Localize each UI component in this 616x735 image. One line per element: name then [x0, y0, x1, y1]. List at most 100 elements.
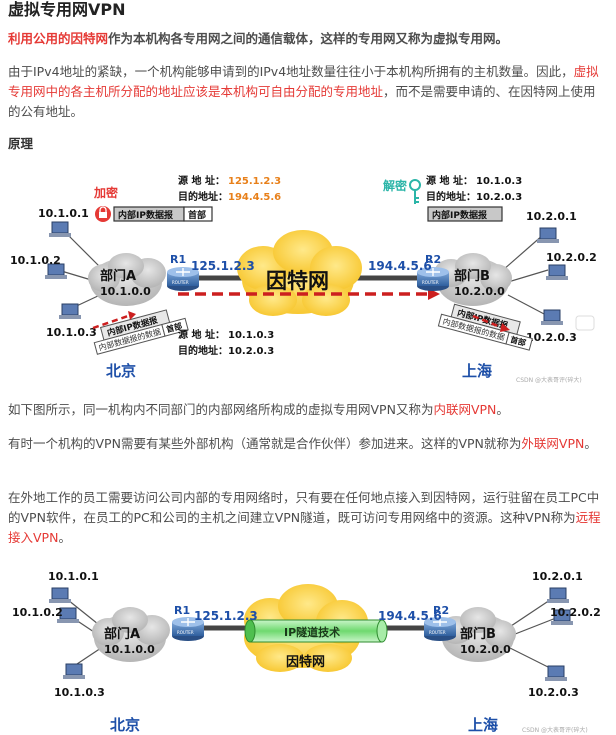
- host-b3-icon: [541, 309, 563, 325]
- intranet-end: 。: [496, 402, 509, 417]
- packet-left-rotated: 内部IP数据报 内部数据报的数据 首部: [93, 309, 189, 355]
- internet-cloud: [237, 230, 362, 316]
- fig2-host-b1-ip: 10.2.0.1: [532, 570, 583, 583]
- host-a2-icon: [45, 263, 67, 279]
- fig2-city-shanghai: 上海: [468, 716, 498, 734]
- fig2-host-a3-ip: 10.1.0.3: [54, 686, 105, 699]
- svg-text:首部: 首部: [188, 209, 206, 221]
- packet-b-inner: [427, 206, 503, 222]
- watermark: CSDN @大表哥评(碎大): [516, 376, 582, 384]
- extranet-end: 。: [584, 436, 597, 451]
- dept-a-label: 部门A: [100, 268, 136, 284]
- bottom-src-label: 源 地 址：: [178, 328, 225, 341]
- internet-label: 因特网: [266, 269, 329, 293]
- fig2-host-a2-icon: [57, 607, 79, 623]
- fig2-host-b3-icon: [545, 665, 567, 681]
- svg-text:内部IP数据报: 内部IP数据报: [432, 209, 487, 221]
- fig2-watermark: CSDN @大表哥评(碎大): [522, 726, 588, 734]
- fig2-dept-b-net: 10.2.0.0: [460, 643, 511, 656]
- intranet-paragraph: 如下图所示，同一机构内不同部门的内部网络所构成的虚拟专用网VPN又称为内联网VP…: [8, 400, 604, 420]
- vpn-principle-diagram: 部门A 10.1.0.0 部门B 10.2.0.0 因: [10, 174, 597, 384]
- host-a1-ip: 10.1.0.1: [38, 207, 89, 220]
- packet-a-header: [183, 206, 213, 222]
- intranet-text: 如下图所示，同一机构内不同部门的内部网络所构成的虚拟专用网VPN又称为: [8, 402, 434, 417]
- fig2-dept-b-label: 部门B: [460, 626, 496, 642]
- arrow-left-small: [92, 314, 129, 330]
- remote-access-end: 。: [58, 530, 71, 545]
- extranet-paragraph: 有时一个机构的VPN需要有某些外部机构（通常就是合作伙伴）参加进来。这样的VPN…: [8, 434, 604, 454]
- top-right-src-label: 源 地 址：: [426, 174, 473, 187]
- dept-a-net: 10.1.0.0: [100, 285, 151, 298]
- play-icon: [575, 315, 595, 331]
- address-text-a: 由于IPv4地址的紧缺，一个机构能够申请到的IPv4地址数量往往小于本机构所拥有…: [8, 64, 574, 79]
- extranet-text: 有时一个机构的VPN需要有某些外部机构（通常就是合作伙伴）参加进来。这样的VPN…: [8, 436, 522, 451]
- remote-access-paragraph: 在外地工作的员工需要访问公司内部的专用网络时，只有要在任何地点接入到因特网，运行…: [8, 488, 604, 548]
- address-text-b: ，而不是需要申请的、在因特网上使用的公有地址。: [8, 84, 596, 119]
- fig2-dept-a-label: 部门A: [104, 626, 140, 642]
- fig2-internet-label: 因特网: [286, 654, 325, 670]
- packet-right-rotated: 内部IP数据报 内部数据报的数据 首部: [437, 303, 533, 351]
- fig2-host-a1-icon: [49, 587, 71, 603]
- top-left-src: 125.1.2.3: [228, 176, 281, 187]
- host-b1-ip: 10.2.0.1: [526, 210, 577, 223]
- host-b2-ip: 10.2.0.2: [546, 251, 597, 264]
- remote-access-text: 在外地工作的员工需要访问公司内部的专用网络时，只有要在任何地点接入到因特网，运行…: [8, 490, 600, 525]
- fig2-host-a3-icon: [63, 663, 85, 679]
- top-left-dst-label: 目的地址：: [178, 190, 228, 203]
- host-a3-ip: 10.1.0.3: [46, 326, 97, 339]
- r2-ip: 194.4.5.6: [368, 259, 432, 273]
- extranet-vpn-link[interactable]: 外联网VPN: [521, 436, 585, 451]
- fig2-host-b1-icon: [547, 587, 569, 603]
- top-right-dst-label: 目的地址：: [426, 190, 476, 203]
- fig2-host-a1-ip: 10.1.0.1: [48, 570, 99, 583]
- address-paragraph: 由于IPv4地址的紧缺，一个机构能够申请到的IPv4地址数量往往小于本机构所拥有…: [8, 62, 604, 122]
- host-a2-ip: 10.1.0.2: [10, 254, 61, 267]
- bottom-dst-label: 目的地址：: [178, 344, 228, 357]
- dept-a-cloud: [88, 253, 166, 306]
- top-left-dst: 194.4.5.6: [228, 192, 281, 203]
- fig2-r2-ip: 194.4.5.6: [378, 609, 442, 623]
- fig2-host-a2-ip: 10.1.0.2: [12, 606, 63, 619]
- remote-access-vpn-link[interactable]: 远程接入VPN: [8, 510, 601, 545]
- key-icon: [409, 179, 421, 204]
- top-left-src-label: 源 地 址：: [178, 174, 225, 187]
- host-b3-ip: 10.2.0.3: [526, 331, 577, 344]
- fig2-host-b3-ip: 10.2.0.3: [528, 686, 579, 699]
- svg-text:ROUTER: ROUTER: [422, 280, 439, 285]
- arrow-right-small: [472, 314, 504, 330]
- city-shanghai: 上海: [462, 362, 492, 380]
- dept-b-net: 10.2.0.0: [454, 285, 505, 298]
- fig2-r1-ip: 125.1.2.3: [194, 609, 258, 623]
- fig2-dept-a-net: 10.1.0.0: [104, 643, 155, 656]
- principle-heading: 原理: [8, 136, 34, 151]
- address-highlight: 虚拟专用网中的各主机所分配的地址应该是本机构可自由分配的专用地址: [8, 64, 599, 99]
- fig2-r2-label: R2: [433, 604, 449, 617]
- intro-highlight: 利用公用的因特网: [8, 31, 109, 46]
- fig2-city-beijing: 北京: [110, 716, 140, 734]
- r1-label: R1: [170, 253, 186, 266]
- fig2-host-b2-icon: [551, 609, 573, 625]
- lock-icon: [95, 206, 111, 222]
- host-links-b: [502, 234, 549, 316]
- tunnel-arrowhead: [428, 288, 440, 300]
- host-b2-icon: [546, 264, 568, 280]
- fig2-r1-label: R1: [174, 604, 190, 617]
- vpn-principle-figure: 部门A 10.1.0.0 部门B 10.2.0.0 因: [8, 160, 600, 392]
- r1-ip: 125.1.2.3: [191, 259, 255, 273]
- dept-b-label: 部门B: [454, 268, 490, 284]
- svg-text:首部: 首部: [509, 334, 527, 348]
- svg-text:ROUTER: ROUTER: [177, 630, 194, 635]
- fig2-host-b2-ip: 10.2.0.2: [550, 606, 600, 619]
- page-title: 虚拟专用网VPN: [8, 0, 126, 19]
- encrypt-label: 加密: [93, 185, 118, 200]
- fig2-router-r1: ROUTER: [172, 617, 204, 641]
- bottom-src: 10.1.0.3: [228, 330, 274, 341]
- svg-text:首部: 首部: [165, 321, 183, 335]
- city-beijing: 北京: [106, 362, 136, 380]
- intro-text: 作为本机构各专用网之间的通信载体，这样的专用网又称为虚拟专用网。: [108, 31, 509, 46]
- r2-label: R2: [425, 253, 441, 266]
- vpn-tunnel-diagram: 部门A 10.1.0.0 部门B 10.2.0.0: [12, 570, 600, 734]
- intranet-vpn-link[interactable]: 内联网VPN: [433, 402, 497, 417]
- router-r2: ROUTER: [417, 267, 449, 291]
